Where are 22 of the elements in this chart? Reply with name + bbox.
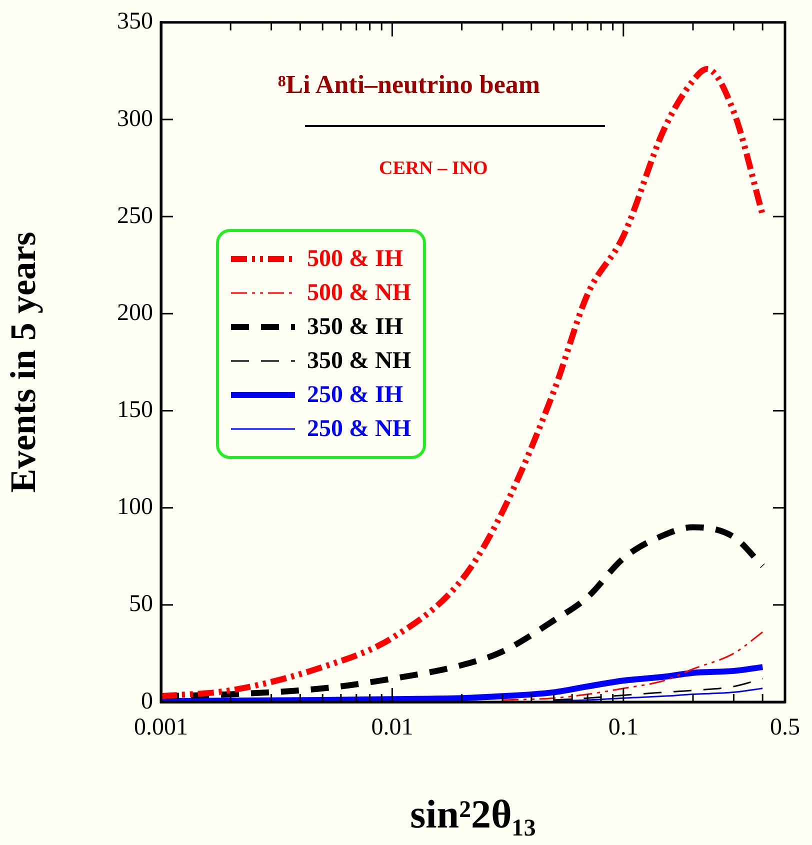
legend-label: 500 & IH bbox=[307, 246, 403, 272]
y-tick-label: 300 bbox=[117, 106, 153, 132]
y-tick-label: 250 bbox=[117, 202, 153, 229]
legend-label: 500 & NH bbox=[307, 280, 411, 306]
y-tick-label: 200 bbox=[117, 300, 153, 326]
y-tick-label: 150 bbox=[117, 397, 153, 424]
text: CERN – INO bbox=[379, 158, 488, 180]
legend-label: 350 & IH bbox=[307, 314, 403, 340]
legend-label: 250 & NH bbox=[307, 416, 411, 442]
x-tick-label: 0.5 bbox=[770, 714, 800, 741]
y-tick-label: 350 bbox=[117, 8, 153, 35]
x-tick-label: 0.1 bbox=[608, 714, 638, 741]
legend-label: 350 & NH bbox=[307, 348, 411, 374]
text: ⁸Li Anti–neutrino beam bbox=[278, 70, 540, 100]
legend-label: 250 & IH bbox=[307, 382, 403, 408]
y-tick-label: 50 bbox=[129, 591, 153, 618]
y-tick-label: 0 bbox=[141, 688, 153, 714]
x-tick-label: 0.001 bbox=[134, 714, 188, 741]
y-axis-title: Events in 5 years bbox=[2, 232, 43, 493]
x-axis-title: sin²2θ₁₃ bbox=[410, 791, 536, 836]
x-tick-label: 0.01 bbox=[371, 714, 414, 741]
y-tick-label: 100 bbox=[117, 494, 153, 520]
